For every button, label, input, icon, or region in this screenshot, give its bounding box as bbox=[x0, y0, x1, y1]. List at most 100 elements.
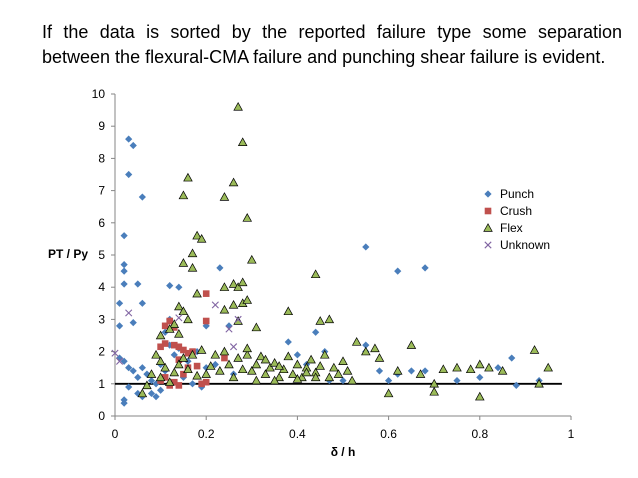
chart-legend: Punch Crush Flex Unknown bbox=[483, 187, 550, 252]
flex-point bbox=[251, 322, 262, 332]
punch-point bbox=[120, 280, 128, 288]
flex-point bbox=[237, 364, 248, 374]
punch-point bbox=[293, 351, 301, 359]
flex-point bbox=[342, 365, 353, 375]
punch-point bbox=[193, 348, 201, 356]
flex-point bbox=[306, 354, 316, 364]
flex-point bbox=[237, 277, 248, 287]
flex-point bbox=[192, 230, 202, 240]
crush-point bbox=[202, 290, 210, 297]
punch-point bbox=[125, 135, 133, 143]
flex-point bbox=[178, 306, 189, 316]
crush-point bbox=[161, 322, 169, 330]
punch-point bbox=[115, 354, 124, 362]
punch-point bbox=[129, 367, 137, 375]
flex-point bbox=[228, 372, 239, 382]
punch-point bbox=[362, 243, 370, 251]
punch-point bbox=[175, 283, 183, 291]
flex-point bbox=[247, 254, 257, 264]
punch-point bbox=[120, 232, 128, 240]
flex-point bbox=[178, 353, 189, 362]
crush-point bbox=[175, 343, 183, 351]
flex-point bbox=[201, 369, 211, 378]
punch-point bbox=[512, 381, 520, 390]
flex-point bbox=[242, 343, 253, 353]
flex-point bbox=[228, 177, 239, 187]
punch-point bbox=[115, 299, 124, 307]
flex-point bbox=[475, 359, 485, 369]
crush-point bbox=[166, 317, 174, 325]
flex-point bbox=[160, 362, 170, 372]
punch-point bbox=[339, 376, 347, 385]
crush-point bbox=[170, 378, 178, 386]
punch-point bbox=[134, 373, 142, 381]
y-tick-label: 0 bbox=[98, 409, 105, 423]
flex-point bbox=[283, 351, 294, 361]
punch-point bbox=[494, 364, 502, 372]
flex-point bbox=[174, 359, 184, 369]
flex-point bbox=[174, 328, 184, 338]
flex-point bbox=[164, 377, 175, 386]
flex-point bbox=[178, 190, 189, 200]
flex-point bbox=[228, 279, 239, 288]
flex-point bbox=[260, 369, 271, 378]
flex-point bbox=[315, 316, 325, 325]
flex-point bbox=[219, 304, 230, 314]
flex-point bbox=[415, 369, 426, 378]
punch-point bbox=[125, 364, 133, 372]
y-tick-label: 4 bbox=[98, 280, 105, 294]
crush-point bbox=[198, 380, 205, 388]
punch-point bbox=[166, 341, 174, 349]
flex-point bbox=[183, 364, 193, 374]
flex-point bbox=[192, 288, 202, 298]
punch-point bbox=[157, 386, 165, 394]
legend-label: Crush bbox=[500, 204, 532, 218]
flex-point bbox=[529, 345, 540, 354]
flex-point bbox=[155, 356, 166, 365]
series-unknown bbox=[111, 301, 242, 365]
punch-point bbox=[147, 389, 156, 398]
y-tick-label: 5 bbox=[98, 248, 105, 262]
flex-point bbox=[164, 324, 175, 333]
punch-point bbox=[421, 264, 429, 272]
legend-item-punch: Punch bbox=[484, 187, 534, 201]
flex-point bbox=[534, 378, 544, 388]
flex-point bbox=[406, 340, 417, 349]
punch-point bbox=[120, 267, 128, 275]
flex-point bbox=[251, 375, 262, 385]
crush-point bbox=[175, 382, 183, 389]
flex-point bbox=[329, 362, 339, 372]
punch-point bbox=[284, 338, 292, 346]
flex-point bbox=[174, 301, 184, 311]
flex-point bbox=[192, 370, 202, 380]
flex-point bbox=[242, 349, 253, 359]
y-tick-label: 10 bbox=[92, 87, 106, 101]
flex-point bbox=[219, 192, 230, 201]
punch-point bbox=[407, 367, 415, 375]
flex-point bbox=[347, 375, 357, 385]
crush-point bbox=[184, 349, 192, 357]
legend-item-crush: Crush bbox=[484, 204, 532, 218]
x-axis-label: δ / h bbox=[331, 445, 356, 459]
flex-point bbox=[183, 314, 193, 324]
y-tick-label: 2 bbox=[98, 345, 105, 359]
flex-point bbox=[242, 213, 253, 222]
punch-point bbox=[129, 141, 137, 150]
flex-point bbox=[429, 386, 439, 396]
flex-point bbox=[301, 367, 312, 377]
legend-marker-crush bbox=[484, 207, 492, 215]
unknown-point bbox=[115, 357, 124, 365]
legend-item-flex: Flex bbox=[483, 221, 523, 235]
flex-point bbox=[169, 367, 180, 377]
flex-point bbox=[228, 299, 239, 309]
flex-point bbox=[196, 345, 207, 354]
y-axis-label: PT / Py bbox=[48, 247, 88, 261]
punch-point bbox=[508, 354, 516, 362]
unknown-point bbox=[225, 325, 233, 333]
flex-point bbox=[205, 361, 216, 370]
flex-point bbox=[370, 343, 380, 353]
flex-point bbox=[233, 316, 243, 325]
flex-point bbox=[383, 388, 394, 398]
crush-point bbox=[221, 354, 228, 362]
flex-point bbox=[310, 372, 321, 382]
